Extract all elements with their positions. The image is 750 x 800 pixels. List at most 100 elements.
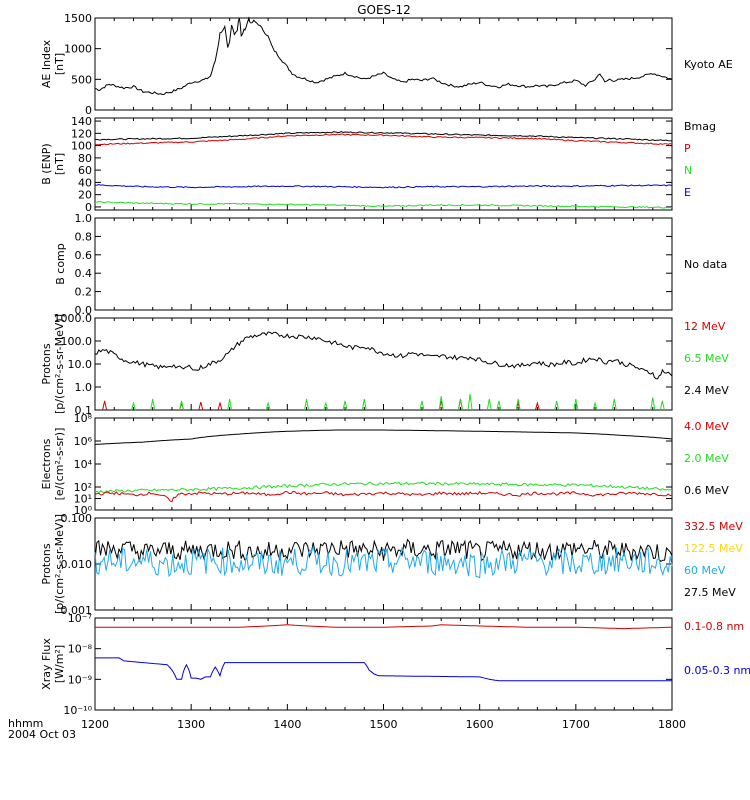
legend-label: 122.5 MeV [684,542,743,555]
chart-title: GOES-12 [357,3,411,17]
series-6_5-MeV-spike [361,398,367,411]
y-axis-label: [W/m²] [53,645,66,683]
series-2_0-MeV-line [94,481,673,494]
y-tick-label: 500 [71,73,92,86]
panel-frame [94,417,673,511]
legend-label: 332.5 MeV [684,520,743,533]
x-tick-label: 1800 [658,718,686,731]
y-tick-label: 10⁻⁷ [68,612,92,625]
y-tick-label: 10¹ [74,493,92,506]
x-tick-label: 1200 [81,718,109,731]
series-6_5-MeV-spike [179,400,185,411]
series-6_5-MeV-spike [554,400,560,411]
series-2_4-MeV-line [94,331,673,380]
x-tick-label: 1700 [562,718,590,731]
panel-frame [94,117,673,211]
series-12-MeV-spike [534,401,540,411]
series-Bmag-line [94,131,673,142]
y-axis-label: [nT] [53,53,66,75]
series-ae-line [94,16,673,96]
y-tick-label: 10⁴ [74,458,93,471]
series-E-line [94,183,673,189]
legend-label: N [684,164,692,177]
y-axis-label: [e/(cm²-s-sr)] [53,428,66,501]
x-tick-label: 1600 [466,718,494,731]
panel-protons: 0.1 1.0 10.0 100.0 1000.0 Protons [p/(cm²-s-sr… [40,312,729,417]
y-tick-label: 0.010 [61,558,93,571]
series-27_5-MeV-line [94,538,673,563]
y-tick-label: 1.0 [75,381,93,394]
y-axis-label: Protons [40,343,53,384]
x-tick-label: 1400 [273,718,301,731]
legend-label: P [684,142,691,155]
legend-label: 27.5 MeV [684,586,736,599]
series-6_5-MeV-spike [304,398,310,411]
date-label: 2004 Oct 03 [8,728,76,741]
y-tick-label: 0.0 [75,304,93,317]
y-tick-label: 0.2 [75,286,93,299]
legend-label: 0.05-0.3 nm [684,664,750,677]
legend-label: 6.5 MeV [684,352,729,365]
y-tick-label: 0.001 [61,604,93,617]
y-tick-label: 1000.0 [54,312,93,325]
y-axis-label: [nT] [53,153,66,175]
series-6_5-MeV-spike [486,398,492,411]
y-axis-label: B (ENP) [40,143,53,184]
y-tick-label: 10⁸ [74,412,93,425]
y-tick-label: 140 [71,115,92,128]
y-tick-label: 0.6 [75,249,93,262]
series-0_6-MeV-line [94,429,673,445]
time-unit-label: hhmm [8,717,43,730]
series-6_5-MeV-spike [323,401,329,411]
y-tick-label: 1500 [64,12,92,25]
series-6_5-MeV-spike [650,397,656,411]
legend-label: 2.0 MeV [684,452,729,465]
panel-frame [94,17,673,111]
y-tick-label: 10⁰ [74,504,93,517]
legend-label: Bmag [684,120,716,133]
series-P-line [95,133,673,146]
panel-frame [94,317,673,411]
legend-label: No data [684,258,727,271]
y-tick-label: 0.8 [75,230,93,243]
series-6_5-MeV-spike [467,393,473,411]
y-tick-label: 0.4 [75,267,93,280]
legend-label: 4.0 MeV [684,420,729,433]
y-tick-label: 60 [78,164,92,177]
y-tick-label: 120 [71,127,92,140]
y-tick-label: 0 [85,201,92,214]
y-tick-label: 40 [78,176,92,189]
series-6_5-MeV-spike [659,400,665,411]
series-12-MeV-spike [198,402,204,411]
series-6_5-MeV-spike [592,401,598,411]
series-6_5-MeV-spike [573,398,579,411]
y-tick-label: 80 [78,152,92,165]
legend-label: Kyoto AE [684,58,733,71]
series-6_5-MeV-spike [611,398,617,411]
series-0_05-0_3-nm-line [95,657,672,682]
y-axis-label: AE Index [40,39,53,88]
y-tick-label: 10⁻⁸ [68,643,93,656]
y-axis-label: Electrons [40,438,53,489]
series-0_1-0_8-nm-line [95,624,673,630]
series-4_0-MeV-line [94,490,673,503]
panel-xray: 10⁻¹⁰ 10⁻⁹ 10⁻⁸ 10⁻⁷ 1200 1300 1400 1500 1600 170… [40,612,750,731]
series-6_5-MeV-spike [419,400,425,411]
legend-label: E [684,186,691,199]
y-axis-label: Protons [40,543,53,584]
y-tick-label: 10⁻⁹ [68,673,92,686]
legend-label: 0.1-0.8 nm [684,620,744,633]
y-tick-label: 100.0 [61,335,93,348]
x-tick-label: 1300 [177,718,205,731]
panel-frame [94,217,673,311]
y-tick-label: 10⁻¹⁰ [63,704,92,717]
y-tick-label: 1.0 [75,212,93,225]
y-tick-label: 1000 [64,43,92,56]
y-axis-label: Xray Flux [40,638,53,690]
y-axis-label: [p/(cm²-s-sr-MeV)] [53,514,66,614]
series-12-MeV-spike [102,400,108,411]
